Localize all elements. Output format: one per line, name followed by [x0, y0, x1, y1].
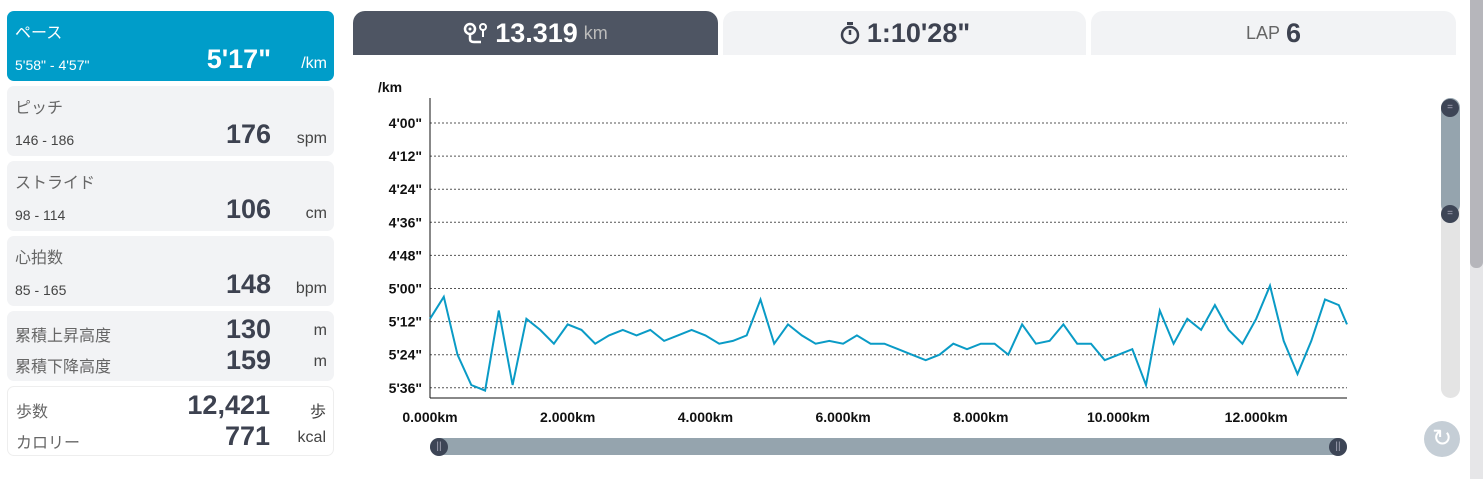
stat-heart-rate[interactable]: 心拍数 85 - 165 148 bpm: [7, 236, 334, 306]
range-end-handle[interactable]: ||: [1329, 438, 1347, 456]
y-tick-label: 5'36": [389, 380, 422, 396]
lap-label: LAP: [1245, 22, 1280, 43]
stride-label: ストライド: [15, 175, 96, 192]
y-tick-label: 5'24": [389, 347, 422, 363]
pitch-unit: spm: [296, 130, 327, 147]
x-tick-label: 6.000km: [815, 409, 870, 425]
route-icon: [463, 22, 488, 44]
steps-label: 歩数: [16, 404, 49, 421]
heart-unit: bpm: [295, 280, 327, 297]
descent-unit: m: [313, 353, 327, 370]
x-tick-label: 2.000km: [540, 409, 595, 425]
pace-line: [429, 282, 1348, 392]
stride-value: 106: [225, 194, 271, 224]
y-tick-label: 5'12": [389, 314, 422, 330]
x-tick-label: 0.000km: [402, 409, 457, 425]
pace-chart: /km 4'00" 4'12" 4'24" 4'36" 4'48" 5'00" 5'12" 5…: [378, 79, 1348, 425]
stride-range: 98 - 114: [15, 207, 66, 223]
y-tick-label: 5'00": [389, 281, 422, 297]
tab-lap[interactable]: LAP 6: [1091, 11, 1456, 55]
x-tick-label: 10.000km: [1087, 409, 1150, 425]
stride-unit: cm: [305, 205, 327, 222]
y-tick-label: 4'12": [389, 148, 422, 164]
pitch-label: ピッチ: [15, 100, 64, 117]
tab-distance[interactable]: 13.319 km: [353, 11, 718, 55]
pace-unit: /km: [301, 55, 327, 72]
y-tick-label: 4'36": [389, 214, 422, 230]
descent-label: 累積下降高度: [15, 359, 112, 376]
distance-unit: km: [583, 22, 608, 43]
range-start-handle[interactable]: ||: [430, 438, 448, 456]
x-tick-label: 12.000km: [1225, 409, 1288, 425]
calories-unit: kcal: [297, 429, 326, 446]
lap-value: 6: [1286, 17, 1302, 48]
range-slider-horizontal[interactable]: || ||: [430, 438, 1347, 456]
heart-value: 148: [225, 269, 271, 299]
stat-elevation: 累積上昇高度 130 m 累積下降高度 159 m: [7, 311, 334, 381]
calories-label: カロリー: [16, 435, 81, 452]
pace-label: ペース: [15, 25, 63, 42]
x-tick-label: 4.000km: [678, 409, 733, 425]
calories-row: カロリー 771 kcal: [16, 421, 326, 452]
y-tick-label: 4'00": [389, 115, 422, 131]
stat-pace[interactable]: ペース 5'58" - 4'57" 5'17" /km: [7, 11, 334, 81]
stat-stride[interactable]: ストライド 98 - 114 106 cm: [7, 161, 334, 231]
vertical-top-handle[interactable]: =: [1441, 99, 1459, 117]
y-axis-label: /km: [378, 79, 402, 95]
stopwatch-icon: [840, 22, 860, 45]
vertical-range-fill: [1441, 98, 1460, 214]
y-tick-label: 4'48": [389, 247, 422, 263]
pace-value: 5'17": [206, 44, 271, 74]
ascent-row: 累積上昇高度 130 m: [15, 314, 327, 345]
descent-value: 159: [225, 345, 271, 375]
pitch-range: 146 - 186: [15, 132, 75, 148]
heart-range: 85 - 165: [15, 282, 67, 298]
stat-steps-calories: 歩数 12,421 歩 カロリー 771 kcal: [7, 386, 334, 456]
heart-label: 心拍数: [15, 250, 64, 267]
reset-icon: ↻: [1431, 425, 1453, 452]
steps-row: 歩数 12,421 歩: [16, 390, 326, 421]
tab-time[interactable]: 1:10'28": [723, 11, 1086, 55]
range-slider-vertical[interactable]: = =: [1441, 98, 1460, 398]
calories-value: 771: [224, 421, 270, 451]
time-value: 1:10'28": [866, 17, 971, 48]
steps-unit: 歩: [309, 404, 326, 421]
pace-range: 5'58" - 4'57": [15, 57, 90, 73]
page-scrollbar[interactable]: [1470, 0, 1483, 479]
steps-value: 12,421: [187, 390, 270, 420]
pitch-value: 176: [225, 119, 271, 149]
distance-value: 13.319: [495, 17, 578, 48]
stat-pitch[interactable]: ピッチ 146 - 186 176 spm: [7, 86, 334, 156]
x-tick-label: 8.000km: [953, 409, 1008, 425]
reset-zoom-button[interactable]: ↻: [1424, 421, 1460, 457]
scrollbar-thumb[interactable]: [1470, 0, 1483, 268]
y-tick-label: 4'24": [389, 181, 422, 197]
ascent-unit: m: [313, 322, 327, 339]
vertical-bottom-handle[interactable]: =: [1441, 205, 1459, 223]
ascent-label: 累積上昇高度: [15, 328, 112, 345]
ascent-value: 130: [225, 314, 271, 344]
descent-row: 累積下降高度 159 m: [15, 345, 327, 376]
